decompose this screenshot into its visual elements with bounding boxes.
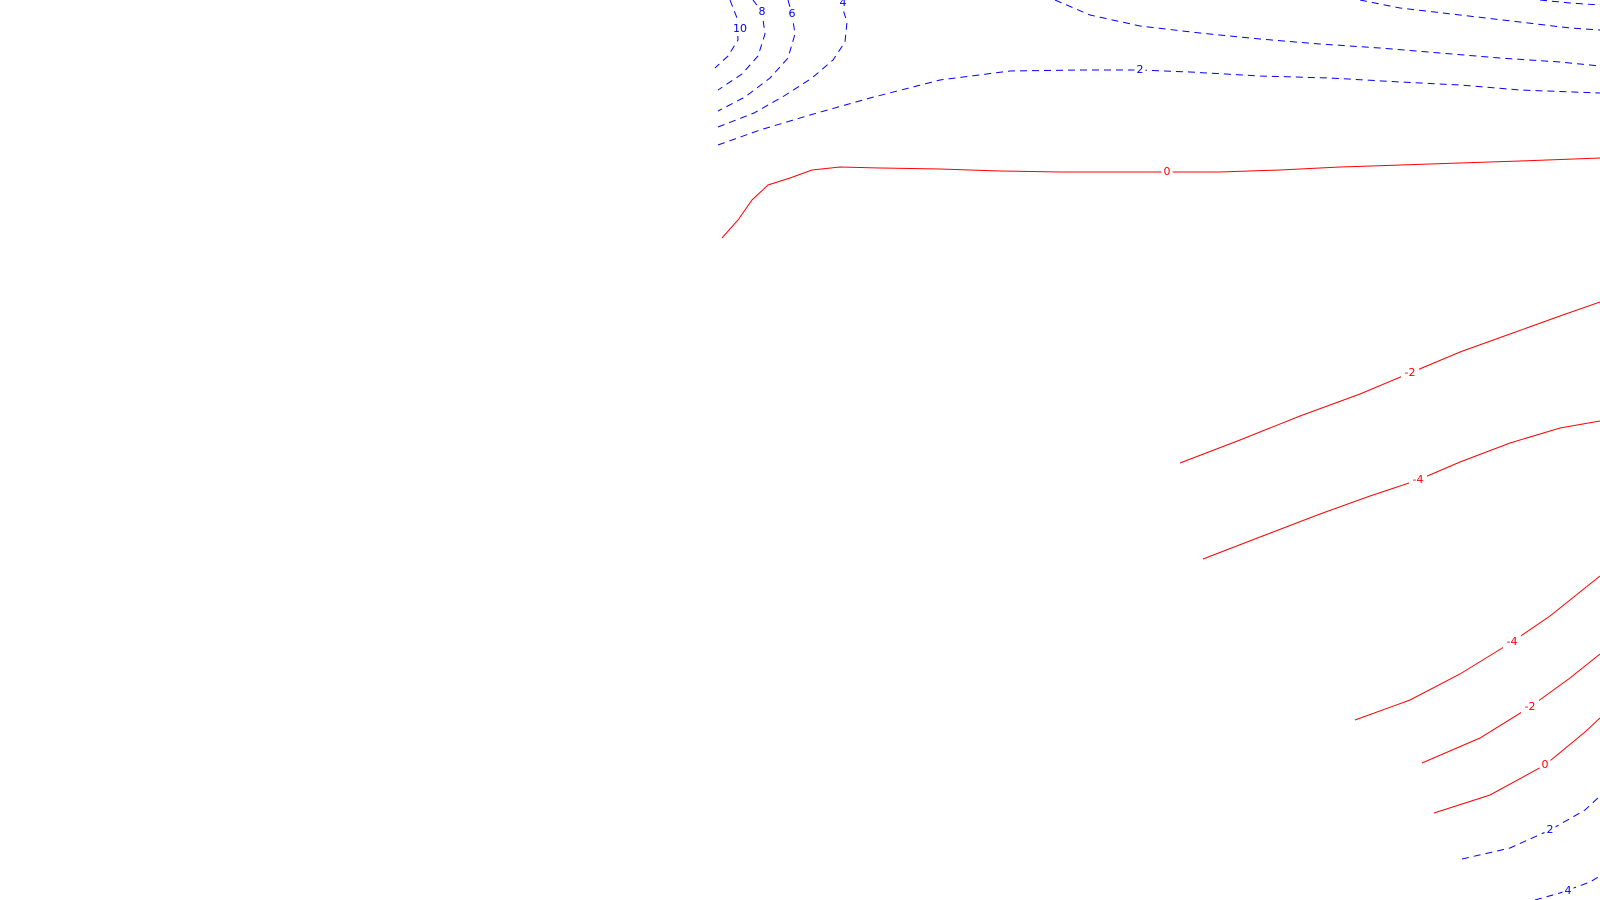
contour-label-background [1503, 635, 1521, 649]
contour-line-4-15 [1534, 875, 1600, 900]
contour-label-background [1544, 823, 1556, 837]
contour-line-neg2-9 [1179, 301, 1600, 464]
contour-label-background [837, 0, 849, 10]
contour-label-background [1409, 473, 1427, 487]
contour-label: 2 [1547, 823, 1554, 836]
contour-label-background [786, 7, 798, 21]
contour-line-0-8 [721, 157, 1600, 239]
contour-label: -4 [1413, 473, 1424, 486]
contour-line-0-13 [1433, 717, 1600, 814]
contour-line-4-3 [717, 0, 848, 128]
contour-label-background [1562, 884, 1574, 898]
contour-line-neg4-10 [1202, 420, 1600, 560]
contour-line-2-14 [1461, 795, 1600, 860]
contour-label-background [1539, 758, 1551, 772]
contour-label: 0 [1542, 758, 1549, 771]
contour-line-2-6 [1359, 0, 1600, 31]
contour-label-background [1521, 700, 1539, 714]
contour-label: -4 [1507, 635, 1518, 648]
contour-line-neg4-11 [1354, 575, 1600, 721]
contour-label-background [1134, 63, 1146, 77]
contour-label-background [1161, 165, 1173, 179]
contour-label: 6 [789, 7, 796, 20]
contour-label: 0 [1164, 165, 1171, 178]
contour-label: 4 [840, 0, 847, 9]
contour-label-background [756, 5, 768, 19]
contour-label: -2 [1405, 366, 1416, 379]
contour-label-background [731, 22, 749, 36]
contour-label: 4 [1565, 884, 1572, 897]
contour-line-neg2-12 [1421, 653, 1600, 764]
contour-label: -2 [1525, 700, 1536, 713]
contour-label-background [1401, 366, 1419, 380]
contour-label: 8 [759, 5, 766, 18]
contour-label: 10 [733, 22, 747, 35]
contour-line-2-7 [1539, 0, 1600, 6]
contour-line-2-5 [1054, 0, 1600, 67]
contour-line-10-0 [714, 0, 739, 69]
contour-line-2-4 [717, 69, 1600, 146]
contour-label: 2 [1137, 63, 1144, 76]
